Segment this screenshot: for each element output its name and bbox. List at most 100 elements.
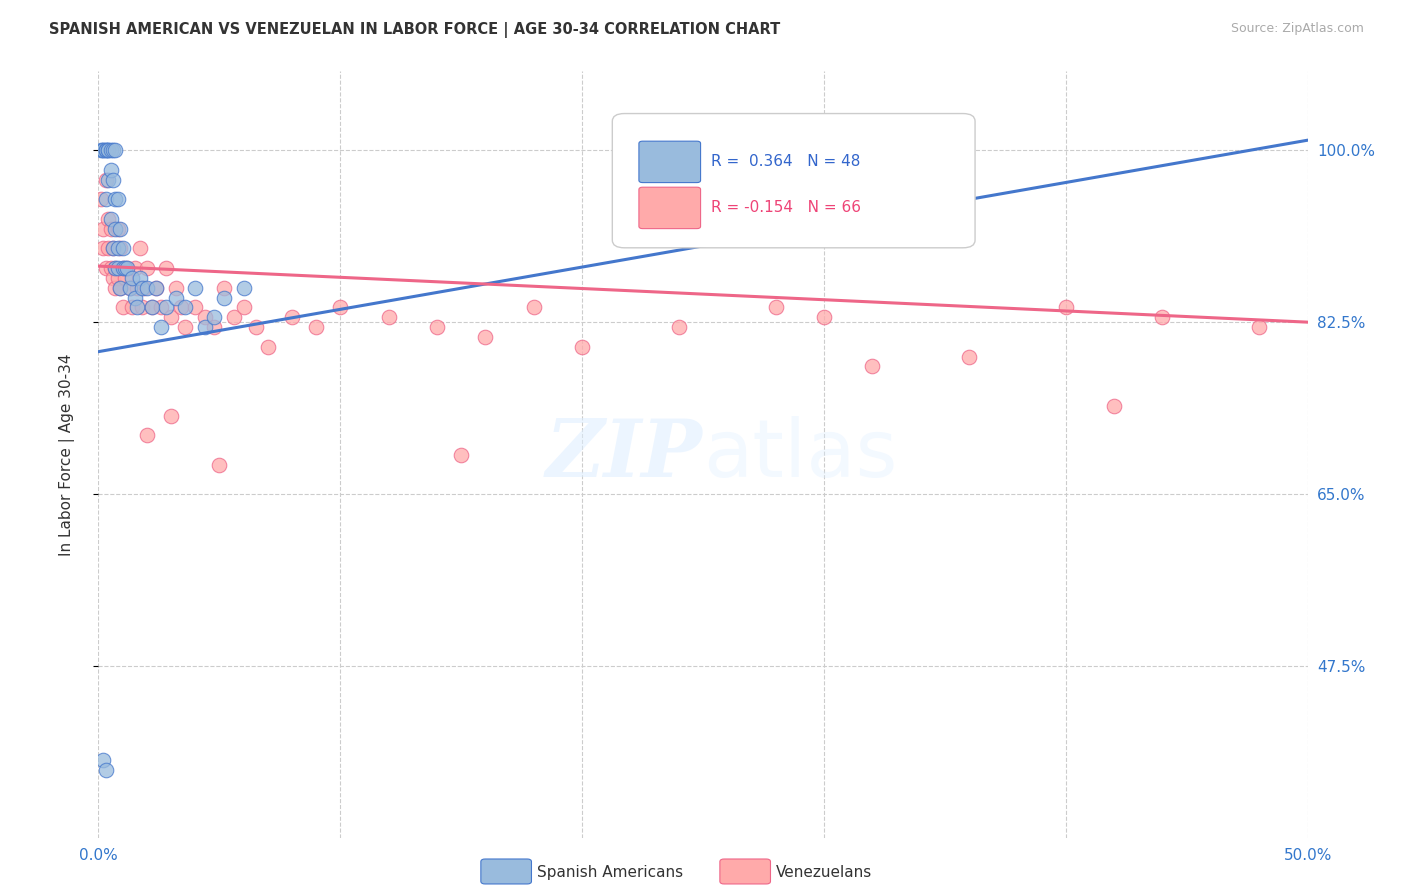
Point xyxy=(100,211,122,226)
Point xyxy=(668,320,690,334)
Point xyxy=(174,320,197,334)
Point xyxy=(232,281,254,295)
Point xyxy=(1102,399,1125,413)
FancyBboxPatch shape xyxy=(638,187,700,228)
Point xyxy=(107,221,129,235)
Point xyxy=(97,143,120,157)
Point xyxy=(571,340,593,354)
Point xyxy=(107,271,129,285)
Point xyxy=(97,143,120,157)
Point xyxy=(91,221,114,235)
Point xyxy=(117,261,139,276)
Point xyxy=(204,310,226,325)
Y-axis label: In Labor Force | Age 30-34: In Labor Force | Age 30-34 xyxy=(59,353,75,557)
Point xyxy=(108,241,131,255)
Point xyxy=(91,143,114,157)
Point xyxy=(104,221,127,235)
Point xyxy=(101,143,124,157)
Point xyxy=(860,359,883,374)
Point xyxy=(104,261,127,276)
Point xyxy=(813,310,835,325)
Point xyxy=(957,350,980,364)
Point xyxy=(114,261,136,276)
Point xyxy=(523,301,546,315)
Point xyxy=(150,320,173,334)
Point xyxy=(135,281,157,295)
Point xyxy=(1152,310,1174,325)
FancyBboxPatch shape xyxy=(613,113,976,248)
Point xyxy=(155,261,177,276)
Point xyxy=(160,310,183,325)
Point xyxy=(108,281,131,295)
Point xyxy=(117,261,139,276)
Point xyxy=(135,261,157,276)
Text: R =  0.364   N = 48: R = 0.364 N = 48 xyxy=(711,154,860,169)
Point xyxy=(1249,320,1271,334)
Point xyxy=(329,301,352,315)
Point xyxy=(118,281,141,295)
Point xyxy=(128,271,150,285)
Point xyxy=(145,281,167,295)
Point xyxy=(91,143,114,157)
Point xyxy=(160,409,183,423)
Point xyxy=(91,241,114,255)
Point xyxy=(94,763,117,777)
Point xyxy=(232,301,254,315)
Point xyxy=(100,261,122,276)
Point xyxy=(169,301,191,315)
Point xyxy=(184,301,207,315)
Text: Venezuelans: Venezuelans xyxy=(776,865,872,880)
Point xyxy=(94,192,117,206)
Point xyxy=(128,241,150,255)
Point xyxy=(426,320,449,334)
Point xyxy=(256,340,278,354)
Point xyxy=(450,448,472,462)
Point xyxy=(145,281,167,295)
Point xyxy=(121,271,143,285)
Point xyxy=(107,192,129,206)
Point xyxy=(155,301,177,315)
Point xyxy=(111,261,134,276)
Point xyxy=(104,261,127,276)
Point xyxy=(97,172,120,186)
Point xyxy=(212,281,235,295)
Point xyxy=(245,320,267,334)
Point xyxy=(94,172,117,186)
Point xyxy=(107,261,129,276)
Point xyxy=(474,330,496,344)
Point xyxy=(165,291,187,305)
Point xyxy=(114,271,136,285)
Point xyxy=(135,428,157,442)
Point xyxy=(131,301,153,315)
Point xyxy=(184,281,207,295)
Point xyxy=(131,281,153,295)
Text: Source: ZipAtlas.com: Source: ZipAtlas.com xyxy=(1230,22,1364,36)
Point xyxy=(101,241,124,255)
Point xyxy=(101,271,124,285)
Point xyxy=(281,310,304,325)
Point xyxy=(101,172,124,186)
Point xyxy=(377,310,399,325)
Point xyxy=(127,281,149,295)
Point xyxy=(97,211,120,226)
Point xyxy=(127,301,149,315)
Point xyxy=(124,261,146,276)
Point xyxy=(305,320,328,334)
Point xyxy=(94,143,117,157)
Text: R = -0.154   N = 66: R = -0.154 N = 66 xyxy=(711,201,862,215)
FancyBboxPatch shape xyxy=(638,141,700,183)
Point xyxy=(94,143,117,157)
Point xyxy=(118,281,141,295)
Point xyxy=(94,261,117,276)
Point xyxy=(91,753,114,767)
Point xyxy=(108,221,131,235)
Point xyxy=(111,241,134,255)
Point xyxy=(1054,301,1077,315)
Point xyxy=(100,162,122,177)
Point xyxy=(165,281,187,295)
Point xyxy=(97,241,120,255)
Point xyxy=(212,291,235,305)
Point xyxy=(134,281,156,295)
Point xyxy=(104,143,127,157)
Point xyxy=(194,310,217,325)
